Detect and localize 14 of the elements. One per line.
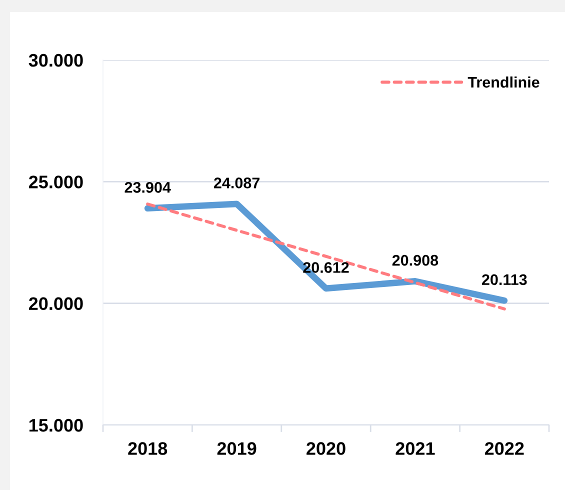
data-label: 24.087: [214, 178, 260, 188]
x-tick-label: 2018: [128, 442, 168, 455]
x-tick-label: 2020: [306, 442, 346, 455]
data-label: 20.113: [482, 274, 527, 286]
y-tick-label: 20.000: [28, 297, 83, 310]
data-label: 23.904: [124, 182, 171, 193]
y-tick-label: 30.000: [28, 54, 83, 67]
data-label: 20.908: [392, 254, 438, 266]
text: Trendlinie: [468, 76, 540, 88]
x-tick-label: 2022: [484, 442, 524, 455]
y-tick-label: 25.000: [28, 176, 83, 188]
y-tick-label: 15.000: [29, 418, 83, 432]
x-tick-label: 2019: [217, 442, 256, 455]
x-tick-label: 2021: [396, 442, 435, 455]
